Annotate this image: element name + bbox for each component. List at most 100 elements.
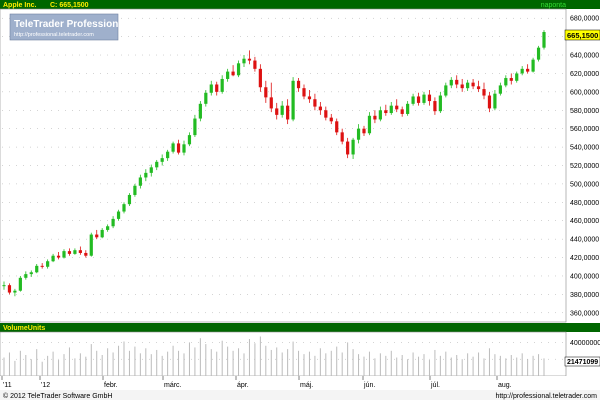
time-label: aug. [498,382,512,389]
candle-body [460,84,464,89]
candle-body [307,96,312,100]
last-volume-tag: 21471099 [564,356,600,367]
candle-body [198,103,202,119]
candle-body [176,143,181,153]
candle-body [493,93,497,109]
candle-body [291,80,295,120]
price-tick-label: 440,0000 [570,237,599,244]
price-tick-label: 520,0000 [570,163,599,170]
candle-body [433,101,437,112]
price-tick-label: 360,0000 [570,310,599,317]
candle-body [427,94,432,102]
candle-body [362,128,366,134]
candle-body [166,151,170,159]
logo-url: http://professional.teletrader.com [14,32,94,38]
candle-body [340,132,344,142]
price-tick-label: 600,0000 [570,89,599,96]
price-tick-label: 620,0000 [570,71,599,78]
candle-body [476,86,481,90]
candle-body [504,78,508,86]
candle-body [62,251,66,258]
candle-body [116,211,121,219]
candle-body [89,234,93,256]
candle-body [209,84,213,93]
candle-body [84,252,88,256]
candle-body [18,277,22,291]
candle-body [335,121,339,133]
candle-body [471,82,475,87]
candle-body [313,99,317,107]
price-tick-label: 480,0000 [570,200,599,207]
candle-body [29,272,33,275]
price-tick-label: 540,0000 [570,145,599,152]
candle-body [106,226,110,230]
candle-body [67,251,72,254]
candle-body [378,110,382,120]
time-axis-bg [0,376,600,390]
candle-body [318,106,322,111]
candle-body [171,143,175,152]
candle-body [444,85,448,96]
candle-body [73,250,77,254]
candle-body [122,204,126,212]
volume-axis: 40000000 [570,340,600,347]
candle-body [466,82,470,89]
candle-body [35,265,39,273]
candle-body [498,85,502,94]
price-grid [2,17,564,314]
candle-body [100,229,104,238]
candle-body [24,274,28,278]
candle-body [406,103,410,114]
candle-body [346,141,350,155]
candle-body [395,105,399,110]
candle-body [160,158,164,162]
close-price-label: C: 665,1500 [50,2,89,9]
candle-body [149,167,153,173]
price-tick-label: 500,0000 [570,181,599,188]
candle-body [226,71,230,79]
candle-body [356,128,361,140]
candle-body [329,117,333,122]
price-tick-label: 680,0000 [570,16,599,23]
price-tag-text: 665,1500 [567,31,598,40]
candle-body [531,59,535,72]
candle-body [204,92,208,104]
candle-body [155,161,159,168]
volume-tag-box [564,356,600,367]
candle-body [236,63,241,76]
volume-grid [2,342,564,360]
candle-body [536,47,541,60]
teletrader-logo: TeleTrader Professional http://professio… [9,13,127,41]
candle-body [220,78,224,92]
volume-tick-label: 40000000 [570,340,600,347]
price-tick-label: 560,0000 [570,126,599,133]
candle-body [296,80,301,89]
candle-body [264,87,268,98]
last-price-tag: 665,1500 [564,29,600,41]
candle-body [215,84,219,92]
candle-body [422,94,426,103]
candle-body [253,60,257,69]
candle-body [542,32,546,48]
copyright-text: © 2012 TeleTrader Software GmbH [3,392,112,400]
period-label[interactable]: naponta [541,2,566,9]
candle-body [367,115,372,134]
time-label: júl. [430,382,440,389]
footer-url[interactable]: http://professional.teletrader.com [495,393,597,400]
candle-body [193,118,197,136]
candle-body [269,97,273,109]
price-tick-label: 380,0000 [570,292,599,299]
candle-body [247,58,252,61]
candle-body [242,58,246,64]
candle-body [520,68,524,74]
candle-body [302,88,306,97]
candle-body [40,265,44,267]
candle-body [231,71,235,76]
candle-body [487,95,492,109]
candle-body [51,255,55,262]
candle-body [515,73,519,81]
candle-body [275,108,279,115]
candle-body [133,185,137,195]
